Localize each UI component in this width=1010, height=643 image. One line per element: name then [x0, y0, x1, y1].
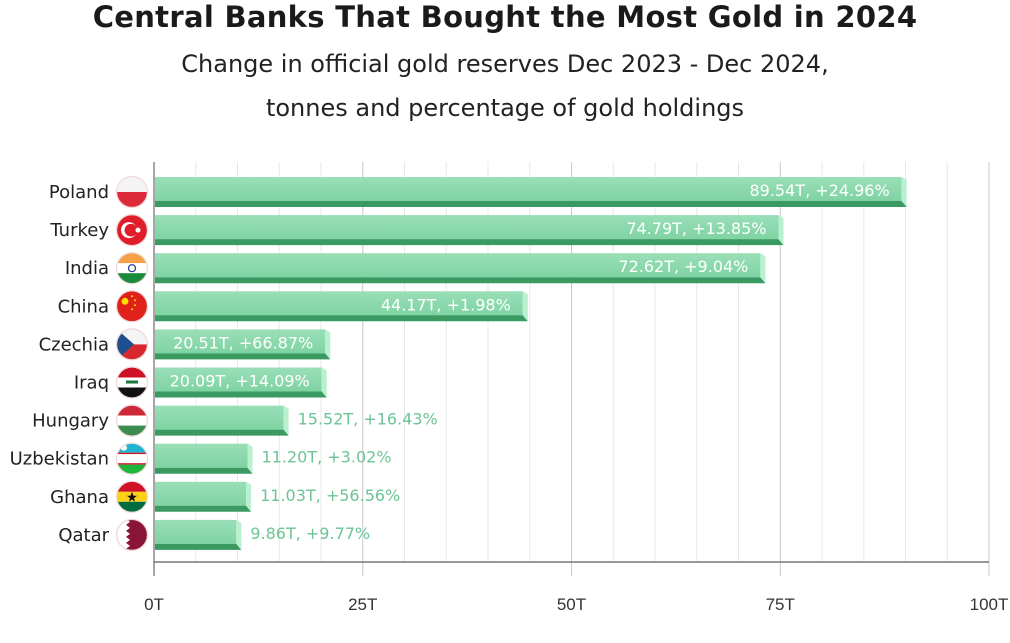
flag-hungary-icon: [115, 404, 149, 437]
flag-india-icon: [115, 252, 149, 285]
bar: [155, 215, 779, 240]
bar: [155, 519, 237, 544]
flag-uzbekistan-icon: [115, 442, 149, 475]
bar-edge: [321, 367, 327, 398]
bar: [155, 177, 902, 201]
x-tick-label: 25T: [348, 595, 377, 614]
bar-edge: [247, 443, 253, 474]
category-label: Ghana: [50, 487, 109, 508]
bar-shadow: [155, 467, 253, 474]
bar-shadow: [155, 353, 331, 360]
bar-row-poland: Poland 89.54T, +24.96%: [49, 175, 907, 209]
category-label: Hungary: [32, 411, 109, 432]
category-label: Turkey: [49, 220, 109, 241]
data-label: 11.03T, +56.56%: [260, 486, 400, 505]
bar-shadow: [155, 239, 784, 246]
chart-subtitle-line-1: Change in official gold reserves Dec 202…: [181, 50, 829, 78]
bar: [155, 481, 247, 506]
data-label: 72.62T, +9.04%: [618, 257, 748, 276]
data-label: 74.79T, +13.85%: [626, 219, 766, 238]
bar-row-hungary: Hungary 15.52T, +16.43%: [32, 404, 438, 437]
flag-iraq-icon: [115, 366, 149, 399]
chart-subtitle-line-2: tonnes and percentage of gold holdings: [265, 94, 745, 122]
data-label: 89.54T, +24.96%: [749, 181, 889, 200]
flag-poland-icon: [115, 175, 149, 209]
bar-row-india: India 72.62T, +9.04%: [65, 252, 766, 285]
chart-title: Central Banks That Bought the Most Gold …: [92, 0, 918, 34]
bar-row-qatar: Qatar 9.86T, +9.77%: [58, 518, 370, 552]
data-label: 15.52T, +16.43%: [298, 410, 438, 429]
category-label: Czechia: [39, 334, 109, 355]
category-label: Uzbekistan: [10, 449, 109, 470]
x-tick-label: 100T: [970, 595, 1009, 614]
x-tick-label: 75T: [766, 595, 795, 614]
bar-shadow: [155, 315, 528, 322]
bar-row-ghana: Ghana 11.03T, +56.56%: [50, 480, 400, 513]
bar-shadow: [155, 277, 766, 284]
bar: [155, 443, 248, 468]
category-label: Poland: [49, 182, 109, 203]
bar-edge: [901, 177, 907, 207]
bar: [155, 367, 322, 392]
data-label: 11.20T, +3.02%: [262, 448, 392, 467]
flag-turkey-icon: [115, 214, 149, 247]
bar-shadow: [155, 543, 242, 550]
data-label: 44.17T, +1.98%: [381, 295, 511, 314]
bar-shadow: [155, 201, 907, 207]
bar: [155, 253, 761, 278]
category-label: India: [65, 258, 109, 279]
bar-row-china: China 44.17T, +1.98%: [58, 290, 528, 323]
x-tick-label: 50T: [557, 595, 586, 614]
flag-ghana-icon: [115, 480, 149, 513]
bar: [155, 329, 326, 354]
bar-row-iraq: Iraq 20.09T, +14.09%: [74, 366, 327, 399]
data-label: 20.09T, +14.09%: [170, 372, 310, 391]
category-label: Iraq: [74, 373, 109, 394]
flag-qatar-icon: [115, 518, 149, 552]
bar-edge: [760, 253, 766, 284]
bar: [155, 291, 523, 316]
bar-edge: [246, 481, 252, 512]
data-label: 9.86T, +9.77%: [250, 524, 370, 543]
category-label: China: [58, 296, 109, 317]
bar-row-czechia: Czechia 20.51T, +66.87%: [39, 328, 331, 361]
bar-edge: [236, 519, 242, 550]
bar-shadow: [155, 429, 289, 436]
x-tick-label: 0T: [144, 595, 164, 614]
category-label: Qatar: [58, 525, 109, 546]
bar-row-turkey: Turkey 74.79T, +13.85%: [49, 214, 784, 247]
bar-edge: [522, 291, 528, 322]
bar-shadow: [155, 391, 327, 398]
bar-shadow: [155, 505, 252, 512]
bar-edge: [283, 405, 289, 436]
data-label: 20.51T, +66.87%: [173, 333, 313, 352]
bar-edge: [778, 215, 784, 246]
flag-china-icon: [115, 290, 149, 323]
flag-czechia-icon: [115, 328, 149, 361]
bar-row-uzbekistan: Uzbekistan 11.20T, +3.02%: [10, 442, 392, 475]
bar: [155, 405, 284, 430]
bar-edge: [325, 329, 331, 360]
